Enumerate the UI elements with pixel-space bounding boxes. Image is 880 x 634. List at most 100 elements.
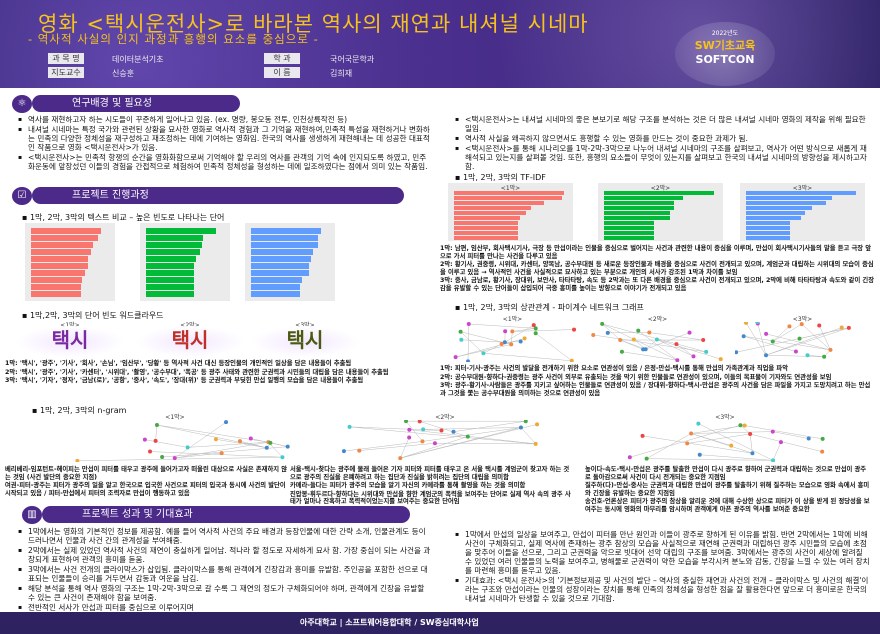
network-edge (745, 322, 767, 356)
network-node (685, 441, 690, 446)
tfidf-chart: <2막> (598, 183, 723, 241)
network-node (153, 438, 158, 443)
frequency-bar (146, 277, 195, 283)
network-edge (400, 436, 468, 459)
frequency-bar (251, 270, 309, 276)
ngram-caption: 송건호-언론상은 피터가 광주의 참상을 알리운 것에 대해 수상한 상으로 피… (585, 498, 870, 513)
network-node (219, 451, 224, 456)
ngram-caption: 베리베리-임포턴트-헤이피는 만섭이 피터를 태우고 광주에 들어가고자 떠올린… (5, 466, 288, 481)
network-edge (215, 439, 267, 449)
network-node (787, 324, 792, 329)
network-node (675, 358, 680, 362)
correlation-network (591, 322, 723, 362)
info-label: 지도교수 (48, 67, 84, 78)
network-node (822, 354, 827, 359)
network-node (644, 456, 649, 461)
tfidf-bar (746, 216, 801, 220)
network-edge (743, 335, 831, 351)
network-node (466, 322, 471, 327)
network-edge (349, 426, 536, 445)
network-edge (620, 339, 644, 350)
network-edge (400, 437, 410, 459)
network-node (535, 422, 540, 427)
network-node (499, 342, 504, 347)
word-cloud: 택시 (15, 326, 125, 358)
network-edge (467, 323, 470, 362)
poster-header: 영화 <택시운전사>로 바라본 역사의 재연과 내셔널 시네마 - 역사적 사실… (0, 0, 880, 88)
network-edge (642, 435, 753, 454)
correlation-network-title: <3막> (792, 316, 813, 323)
tfidf-bar (454, 236, 518, 240)
network-node (458, 329, 463, 334)
network-node (770, 339, 775, 344)
frequency-bar (251, 249, 313, 255)
tfidf-bar (746, 221, 790, 225)
network-edge (740, 425, 751, 435)
info-value: 김희재 (330, 69, 353, 78)
frequency-bar (31, 291, 81, 297)
network-node (641, 347, 646, 352)
tfidf-chart-title: <3막> (792, 185, 813, 192)
network-node (533, 326, 538, 331)
network-node (407, 427, 412, 432)
ngram-network (341, 420, 540, 461)
list-item: 3막에서는 사건 전개의 클라이막스가 삽입됨. 클라이막스를 통해 관객에게 … (18, 565, 433, 583)
network-node (640, 433, 645, 438)
network-node (618, 338, 623, 343)
frequency-bar (31, 228, 101, 234)
network-node (503, 329, 508, 334)
network-node (148, 449, 153, 454)
network-edge (520, 427, 536, 445)
network-edge (512, 329, 575, 332)
network-node (793, 349, 798, 354)
network-node (439, 428, 444, 433)
tfidf-bar (604, 236, 654, 240)
network-node (689, 431, 694, 436)
network-node (502, 340, 507, 345)
network-edge (676, 343, 694, 357)
network-edge (349, 426, 442, 431)
network-node (420, 439, 425, 444)
network-edge (593, 334, 707, 353)
tfidf-bar (604, 191, 714, 195)
frequency-bar (251, 242, 318, 248)
network-edge (150, 451, 283, 458)
network-node (764, 331, 769, 336)
network-edge (510, 331, 513, 345)
network-edge (483, 343, 502, 354)
cloud-title: <2막> (135, 320, 245, 329)
network-edge (400, 424, 538, 459)
tfidf-chart-title: <1막> (500, 185, 521, 192)
network-edge (409, 429, 536, 445)
network-node (750, 451, 755, 456)
ngram-caption: 서울-택시-찾다는 광주에 몰래 들어온 기자 피터와 피터를 태우고 온 서울… (290, 466, 570, 481)
network-node (701, 338, 706, 343)
network-node (357, 448, 362, 453)
network-edge (691, 433, 732, 446)
ngram-network (627, 421, 825, 462)
tfidf-bar (454, 231, 518, 235)
network-node (718, 357, 723, 362)
network-edge (645, 332, 690, 350)
network-node (600, 322, 605, 326)
correlation-network-title: <2막> (647, 316, 668, 323)
tfidf-caption: 3막: 중사, 금남로, 황기사, 장대위, 보안사, 타타타탕, 속도 등 2… (440, 277, 875, 292)
network-node (806, 436, 811, 441)
network-node (75, 458, 80, 462)
section-header-background: 연구배경 및 필요성 (32, 95, 240, 112)
network-captions: 1막: 피터-기사-광주는 사건의 발달을 전개하기 위한 요소로 연관성이 있… (440, 365, 875, 398)
ngram-caption: 카메라-들다는 피터가 광주의 모습을 알기 자신의 카메라를 통해 촬영을 하… (290, 482, 526, 490)
list-item: <택시운전사>는 내셔널 시네마의 좋은 본보기로 해당 구조를 분석하는 것은… (455, 115, 870, 133)
network-edge (772, 431, 809, 439)
list-item: 내셔널 시네마는 특정 국가와 관련된 상황을 묘사한 영화로 역사적 경험과 … (18, 125, 433, 152)
cloud-bullet: ▪ 1막,2막, 3막의 단어 빈도 워드클라우드 (22, 311, 164, 320)
network-node (799, 322, 804, 327)
network-node (748, 432, 753, 437)
network-node (619, 349, 624, 354)
chart-icon: ▥ (22, 506, 42, 524)
tfidf-caption: 2막: 황기사, 권중령, 시위대, 카센터, 양복남, 공수부대원 등 새로운… (440, 261, 874, 276)
network-node (631, 337, 636, 342)
network-node (264, 445, 269, 450)
tfidf-chart: <3막> (740, 183, 865, 241)
network-node (687, 330, 692, 335)
